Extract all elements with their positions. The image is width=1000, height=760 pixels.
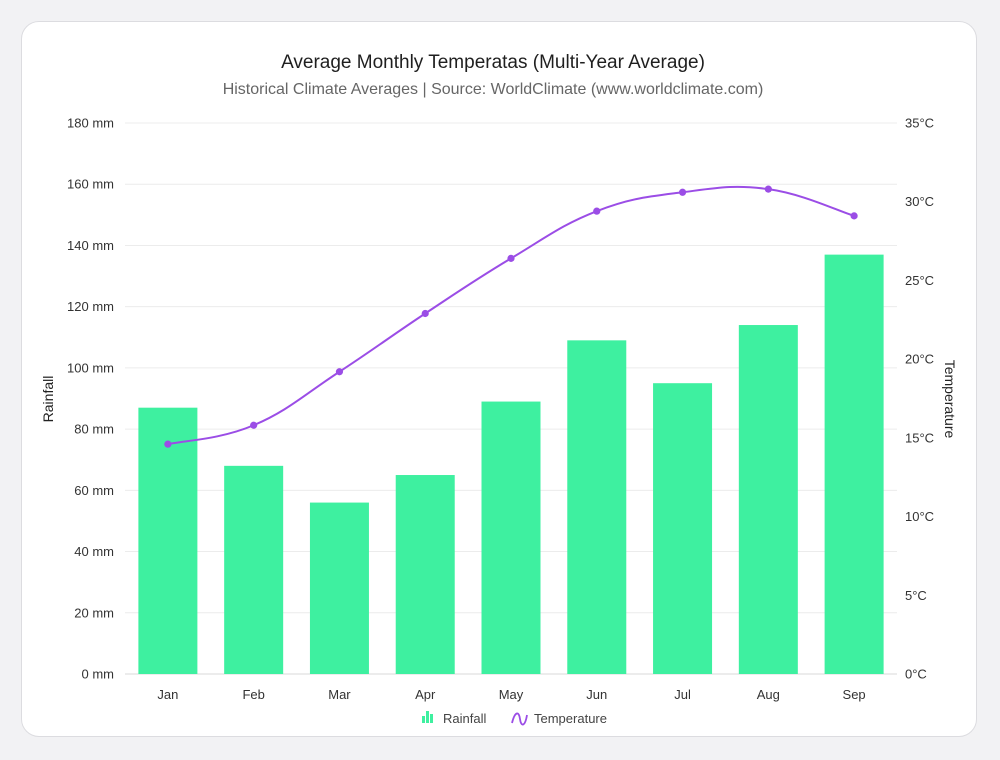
right-axis-ticks: 0°C 5°C 10°C 15°C 20°C 25°C 30°C 35°C [905, 116, 934, 682]
x-tick-label: Mar [328, 687, 351, 702]
legend-icon-bar [426, 711, 429, 723]
legend-label-temperature: Temperature [534, 711, 607, 726]
right-tick-label: 10°C [905, 509, 934, 524]
rainfall-bar [653, 383, 713, 674]
legend-icon-bar [422, 716, 425, 723]
right-tick-label: 0°C [905, 667, 927, 682]
x-tick-label: Jan [157, 687, 178, 702]
left-tick-label: 140 mm [67, 238, 114, 253]
temperature-point [164, 440, 172, 448]
rainfall-bar [481, 401, 541, 674]
rainfall-bar [138, 407, 198, 674]
chart-title: Average Monthly Temperatas (Multi-Year A… [281, 52, 705, 73]
x-axis-ticks: Jan Feb Mar Apr May Jun Jul Aug Sep [157, 687, 865, 702]
rainfall-bars [138, 254, 884, 674]
left-axis-ticks: 0 mm 20 mm 40 mm 60 mm 80 mm 100 mm 120 mm 140 … [67, 116, 114, 682]
temperature-point [507, 254, 515, 262]
rainfall-bar [395, 475, 455, 674]
left-tick-label: 80 mm [74, 422, 114, 437]
combo-chart: Average Monthly Temperatas (Multi-Year A… [40, 52, 958, 726]
right-tick-label: 20°C [905, 352, 934, 367]
rainfall-bar [738, 325, 798, 674]
temperature-line-path [167, 185, 855, 446]
temperature-point [421, 309, 429, 318]
right-tick-label: 30°C [905, 194, 934, 209]
left-tick-label: 180 mm [67, 116, 114, 131]
right-tick-label: 35°C [905, 116, 934, 131]
right-tick-label: 5°C [905, 588, 927, 603]
rainfall-bar [567, 340, 627, 674]
temperature-legend-icon [511, 712, 528, 726]
temperature-point [764, 185, 772, 193]
x-tick-label: Jul [674, 687, 691, 702]
rainfall-bar [824, 254, 884, 674]
temperature-point [593, 207, 601, 215]
left-tick-label: 40 mm [74, 544, 114, 559]
rainfall-legend-icon [422, 711, 433, 723]
legend-icon-bar [430, 714, 433, 723]
temperature-point [250, 421, 258, 429]
left-tick-label: 0 mm [82, 667, 115, 682]
legend-label-rainfall: Rainfall [443, 711, 486, 726]
x-tick-label: May [499, 687, 524, 702]
x-tick-label: Aug [757, 687, 780, 702]
left-tick-label: 60 mm [74, 483, 114, 498]
chart-subtitle: Historical Climate Averages | Source: Wo… [223, 81, 764, 98]
left-tick-label: 160 mm [67, 177, 114, 192]
rainfall-bar [224, 465, 284, 674]
temperature-point [335, 368, 344, 376]
left-tick-label: 120 mm [67, 299, 114, 314]
right-tick-label: 15°C [905, 430, 934, 445]
right-axis-title: Temperature [942, 360, 958, 439]
x-tick-label: Feb [242, 687, 264, 702]
legend: Rainfall Temperature [422, 711, 607, 726]
x-tick-label: Apr [415, 687, 436, 702]
left-tick-label: 100 mm [67, 360, 114, 375]
temperature-line [164, 185, 858, 448]
left-tick-label: 20 mm [74, 605, 114, 620]
temperature-point [678, 188, 687, 196]
rainfall-bar [309, 502, 369, 674]
chart-card: Average Monthly Temperatas (Multi-Year A… [21, 21, 977, 737]
left-axis-title: Rainfall [40, 376, 56, 423]
temperature-point [850, 212, 858, 220]
right-tick-label: 25°C [905, 273, 934, 288]
x-tick-label: Sep [843, 687, 866, 702]
x-tick-label: Jun [586, 687, 607, 702]
